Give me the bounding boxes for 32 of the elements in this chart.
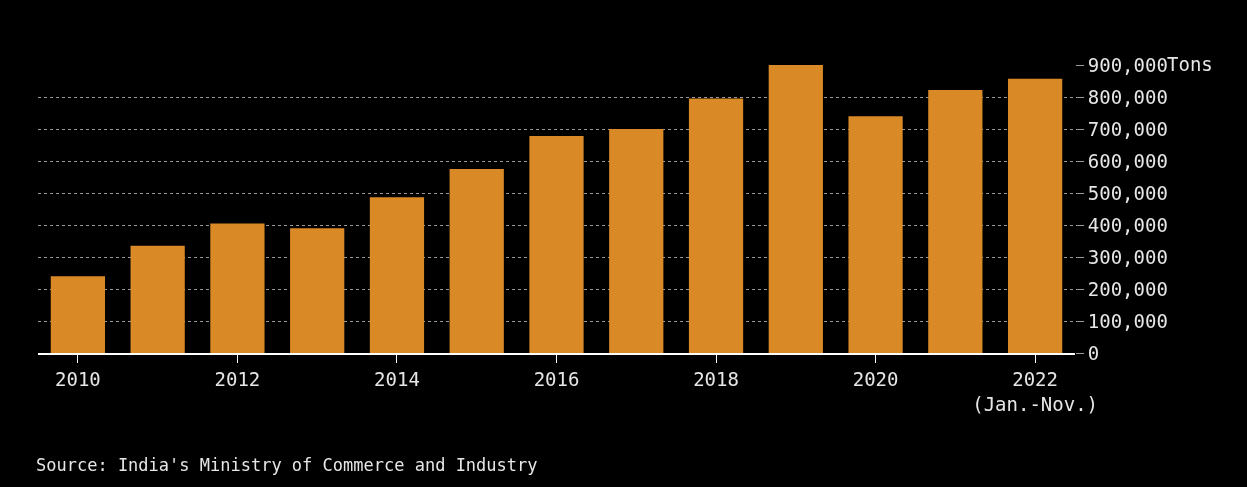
bar <box>210 223 265 353</box>
x-tick-label: 2020 <box>852 367 899 390</box>
bar <box>130 245 185 353</box>
y-tick-label: 500,000 <box>1087 181 1168 204</box>
x-tick-label: 2010 <box>55 367 101 390</box>
x-tick-label: 2016 <box>533 367 580 390</box>
y-tick-label: 800,000 <box>1087 85 1168 108</box>
bar <box>688 98 744 353</box>
bar <box>449 169 504 353</box>
y-tick-label: 300,000 <box>1087 245 1168 268</box>
bar <box>928 89 983 353</box>
bar <box>848 116 903 353</box>
y-tick-label: 200,000 <box>1087 277 1168 300</box>
x-tick-label: 2018 <box>693 367 739 390</box>
bar <box>1007 78 1063 353</box>
bar <box>290 228 345 353</box>
y-tick-label: 700,000 <box>1087 117 1168 140</box>
y-tick-label: 600,000 <box>1087 149 1168 172</box>
bar <box>369 197 425 353</box>
y-axis-title: Tons <box>1167 53 1213 75</box>
y-tick-label: 100,000 <box>1087 309 1168 332</box>
x-tick-label: 2012 <box>214 367 261 390</box>
bar <box>529 136 584 353</box>
bar <box>768 65 823 353</box>
bar <box>50 276 106 353</box>
source-note: Source: India's Ministry of Commerce and Industry <box>36 455 538 475</box>
x-tick-label: 2022 (Jan.-Nov.) <box>972 367 1099 415</box>
y-tick-label: 900,000 <box>1087 53 1168 76</box>
y-tick-label: 0 <box>1087 341 1100 364</box>
x-tick-label: 2014 <box>374 367 420 390</box>
y-tick-label: 400,000 <box>1087 213 1168 236</box>
bar <box>609 129 664 353</box>
